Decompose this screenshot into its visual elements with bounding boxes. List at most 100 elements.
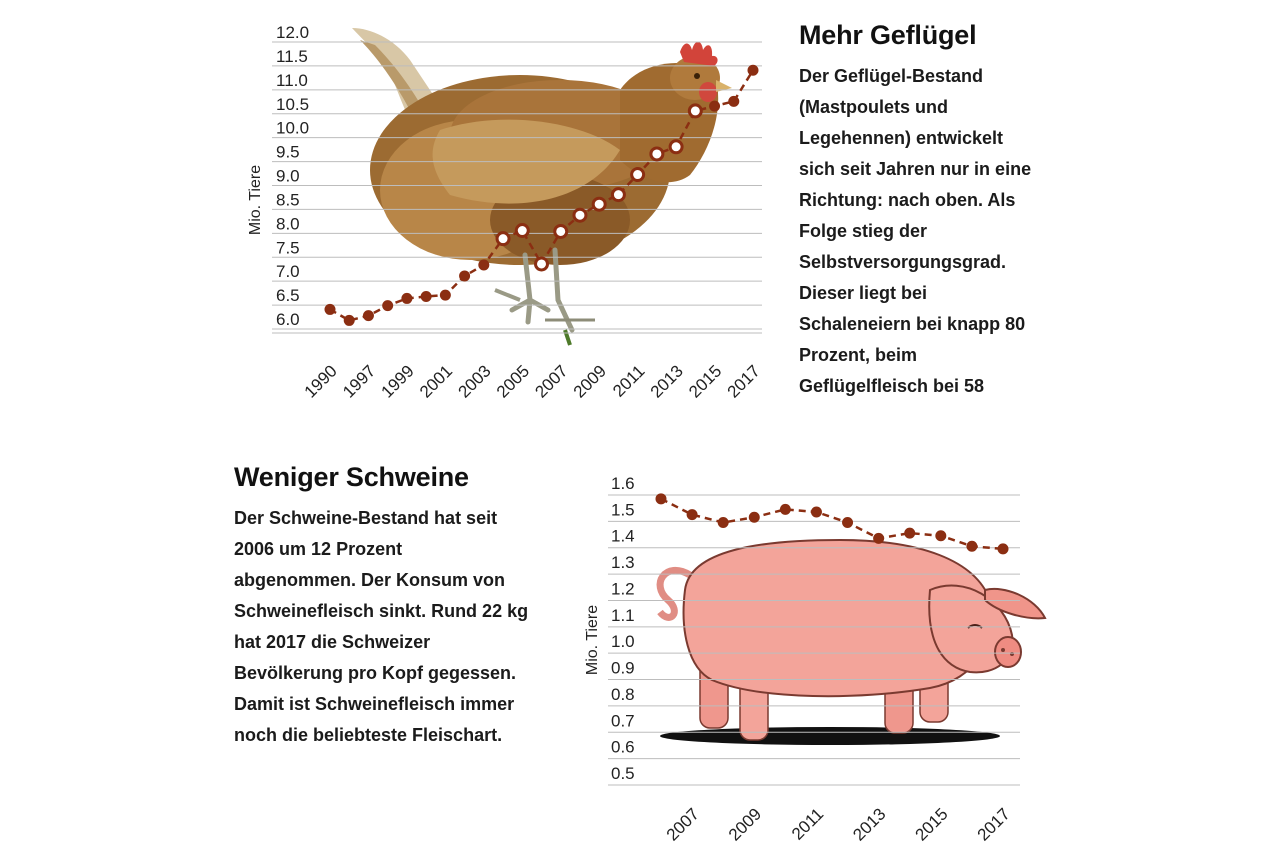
x-tick-label: 2009 [570,361,610,401]
poultry-heading: Mehr Geflügel [799,20,977,50]
data-point [873,532,885,544]
data-point [591,196,607,212]
x-tick-label: 1990 [301,361,341,401]
y-tick-label: 0.7 [611,711,635,730]
poultry-text-line: (Mastpoulets und [799,97,948,117]
data-point [495,231,511,247]
hen-illustration [352,28,732,346]
pig-text-line: Der Schweine-Bestand hat seit [234,508,498,528]
poultry-text-line: Prozent, beim [799,345,918,365]
y-tick-label: 9.5 [276,143,300,162]
x-tick-label: 2003 [454,361,494,401]
data-point [572,207,588,223]
y-tick-label: 1.3 [611,553,635,572]
y-tick-label: 0.5 [611,764,635,783]
data-point [439,289,451,301]
poultry-text-line: Selbstversorgungsgrad. [799,252,1007,272]
data-point [514,223,530,239]
pig-text-line: abgenommen. Der Konsum von [234,570,506,590]
y-tick-label: 12.0 [276,23,309,42]
series-line [660,497,1004,551]
x-tick-label: 2011 [609,361,648,400]
pig-text-line: Damit ist Schweinefleisch immer [234,694,515,714]
x-tick-label: 2005 [493,361,533,401]
x-tick-label: 1999 [378,361,418,401]
pig-text-line: hat 2017 die Schweizer [234,632,431,652]
data-point [997,543,1009,555]
y-tick-label: 1.5 [611,500,635,519]
data-point [686,509,698,521]
x-tick-label: 2013 [849,804,889,844]
series-line [329,69,755,322]
x-tick-label: 2017 [724,361,764,401]
data-point [810,506,822,518]
data-point [748,511,760,523]
data-point [382,300,394,312]
y-tick-label: 0.8 [611,685,635,704]
y-tick-label: 10.5 [276,95,309,114]
data-point [343,314,355,326]
y-tick-label: 11.5 [276,47,308,66]
pig-y-axis-label: Mio. Tiere [584,605,601,675]
data-point [401,292,413,304]
poultry-text-block: Mehr Geflügel Der Geflügel-Bestand (Mast… [799,20,1069,402]
data-point [842,517,854,529]
y-tick-label: 9.0 [276,167,300,186]
y-tick-label: 1.2 [611,579,635,598]
data-point [717,517,729,529]
poultry-body-text: Der Geflügel-Bestand (Mastpoulets und Le… [799,61,1069,402]
x-tick-label: 2015 [685,361,725,401]
data-point [709,100,721,112]
x-tick-label: 2001 [416,361,456,401]
x-tick-label: 2007 [531,361,571,401]
data-point [534,256,549,272]
data-point [687,103,703,119]
x-tick-label: 2007 [663,804,703,844]
y-tick-label: 8.5 [276,190,300,209]
y-tick-label: 1.4 [611,527,635,546]
data-point [610,187,626,203]
pig-text-line: Bevölkerung pro Kopf gegessen. [234,663,517,683]
x-tick-label: 2015 [911,804,951,844]
data-point [630,167,646,183]
pig-text-block: Weniger Schweine Der Schweine-Bestand ha… [234,462,564,751]
poultry-text-line: Dieser liegt bei [799,283,928,303]
y-tick-label: 8.0 [276,214,300,233]
data-point [935,530,947,542]
y-tick-label: 0.6 [611,738,635,757]
data-point [728,95,740,107]
poultry-text-line: Richtung: nach oben. Als [799,190,1016,210]
data-point [668,139,684,155]
y-tick-label: 6.5 [276,286,300,305]
x-tick-label: 2017 [974,804,1014,844]
poultry-y-axis-label: Mio. Tiere [247,165,264,235]
poultry-text-line: Schaleneiern bei knapp 80 [799,314,1026,334]
pig-illustration [656,538,1047,745]
y-tick-label: 1.1 [611,606,635,625]
data-point [904,527,916,539]
y-tick-label: 10.0 [276,119,309,138]
data-point [459,270,471,282]
data-point [655,493,667,505]
y-tick-label: 1.6 [611,474,635,493]
poultry-text-line: Geflügelfleisch bei 58 [799,376,985,396]
pig-heading: Weniger Schweine [234,462,469,492]
poultry-text-line: Folge stieg der [799,221,928,241]
data-point [966,540,978,552]
poultry-text-line: sich seit Jahren nur in eine [799,159,1032,179]
poultry-text-line: Legehennen) entwickelt [799,128,1004,148]
y-tick-label: 7.0 [276,262,300,281]
data-point [553,223,569,239]
data-point [779,503,791,515]
pig-text-line: 2006 um 12 Prozent [234,539,403,559]
data-point [362,310,374,322]
x-tick-label: 2009 [725,804,765,844]
pig-body-text: Der Schweine-Bestand hat seit 2006 um 12… [234,503,564,751]
data-point [478,259,490,271]
data-point [420,291,432,303]
y-tick-label: 7.5 [276,238,300,257]
x-tick-label: 2013 [647,361,687,401]
data-point [747,64,759,76]
